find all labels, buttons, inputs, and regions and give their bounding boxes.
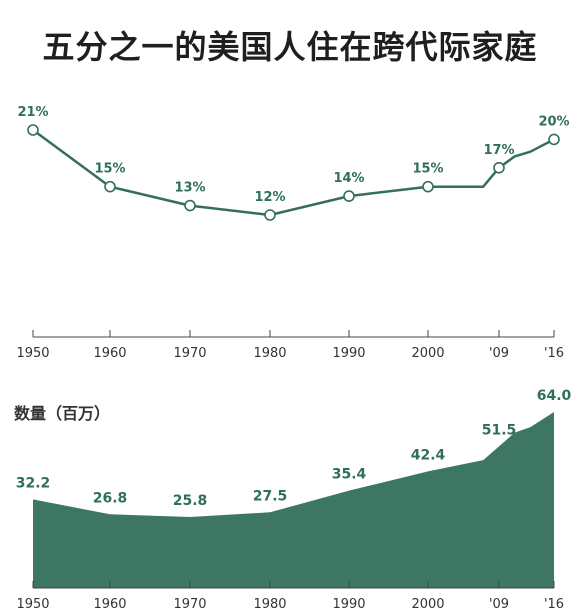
count-tick-label: '09 <box>489 597 509 612</box>
share-point <box>27 124 39 136</box>
share-data-label: 20% <box>538 114 569 129</box>
count-data-label: 51.5 <box>482 422 517 438</box>
share-data-label: 21% <box>17 105 48 120</box>
share-point <box>343 190 355 202</box>
count-data-label: 27.5 <box>253 488 288 504</box>
share-tick-label: 2000 <box>411 346 444 361</box>
count-area-chart: 32.2 26.8 25.8 27.5 35.4 42.4 51.5 64.0 1950 1960… <box>16 388 572 612</box>
count-tick-label: 1980 <box>253 597 286 612</box>
share-point <box>104 180 116 193</box>
share-data-label: 14% <box>333 171 364 186</box>
share-tick-label: '16 <box>544 346 564 361</box>
count-tick-label: '16 <box>544 597 564 612</box>
share-line-chart: 21% 15% 13% 12% 14% 15% 17% 20% 1950 1960 1970 1980… <box>16 105 569 361</box>
share-data-label: 17% <box>483 143 514 158</box>
share-data-label: 13% <box>174 181 205 196</box>
share-point <box>422 180 434 193</box>
share-data-label: 15% <box>412 162 443 177</box>
count-tick-label: 2000 <box>411 597 444 612</box>
share-data-label: 15% <box>94 162 125 177</box>
count-data-label: 26.8 <box>93 490 128 506</box>
share-tick-label: 1950 <box>16 346 49 361</box>
share-tick-label: 1980 <box>253 346 286 361</box>
area-y-label: 数量（百万） <box>14 404 111 423</box>
count-data-label: 25.8 <box>173 493 208 509</box>
share-tick-label: '09 <box>489 346 509 361</box>
count-data-label: 35.4 <box>332 467 367 483</box>
count-area-series <box>33 412 554 588</box>
count-tick-label: 1970 <box>173 597 206 612</box>
share-tick-label: 1990 <box>332 346 365 361</box>
share-point <box>264 209 276 221</box>
chart-title: 五分之一的美国人住在跨代际家庭 <box>42 28 538 66</box>
share-tick-label: 1960 <box>93 346 126 361</box>
count-tick-label: 1990 <box>332 597 365 612</box>
share-point <box>548 133 560 146</box>
share-data-label: 12% <box>254 190 285 205</box>
share-point <box>493 161 505 174</box>
count-data-label: 64.0 <box>537 388 572 404</box>
count-tick-label: 1950 <box>16 597 49 612</box>
share-point <box>184 199 196 212</box>
share-tick-label: 1970 <box>173 346 206 361</box>
count-tick-label: 1960 <box>93 597 126 612</box>
count-data-label: 42.4 <box>411 447 446 463</box>
count-data-label: 32.2 <box>16 475 51 491</box>
